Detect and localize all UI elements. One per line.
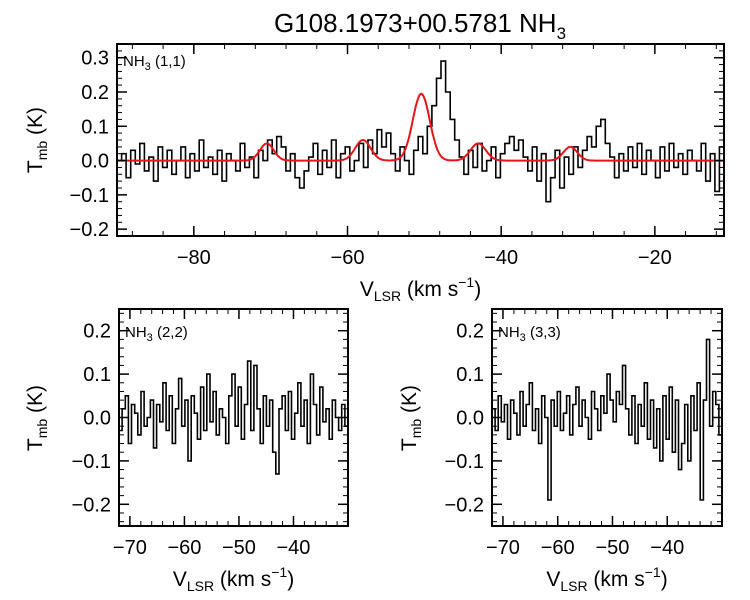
y-tick-label: 0.0 bbox=[83, 408, 111, 430]
spectrum-line bbox=[119, 360, 348, 475]
x-tick-label: −80 bbox=[177, 247, 211, 269]
spectrum-line bbox=[492, 338, 722, 501]
y-tick-label: −0.2 bbox=[445, 494, 484, 516]
figure-title: G108.1973+00.5781 NH3 bbox=[274, 8, 566, 43]
gaussian-fit-line bbox=[117, 92, 724, 162]
x-tick-label: −40 bbox=[277, 537, 311, 559]
y-tick-label: −0.1 bbox=[72, 451, 111, 473]
y-tick-label: 0.3 bbox=[81, 48, 109, 70]
x-tick-label: −40 bbox=[484, 247, 518, 269]
x-tick-label: −40 bbox=[650, 537, 684, 559]
y-tick-label: 0.2 bbox=[81, 82, 109, 104]
x-tick-label: −20 bbox=[638, 247, 672, 269]
y-tick-label: 0.0 bbox=[81, 151, 109, 173]
panel-nh3-22: −70 −60 −50 −40 −0.2 −0.1 0.0 0.1 0.2 NH3 (2,2) VL… bbox=[24, 308, 349, 594]
x-tick-label: −70 bbox=[486, 537, 520, 559]
panel-label: NH3 (2,2) bbox=[125, 324, 188, 344]
panel-label: NH3 (1,1) bbox=[123, 53, 186, 73]
y-axis-label: Tmb (K) bbox=[398, 385, 424, 451]
y-axis-label: Tmb (K) bbox=[24, 107, 50, 173]
x-tick-label: −60 bbox=[167, 537, 201, 559]
figure-title-subscript: 3 bbox=[557, 24, 566, 43]
x-tick-label: −60 bbox=[541, 537, 575, 559]
panel-nh3-33: −70 −60 −50 −40 −0.2 −0.1 0.0 0.1 0.2 NH3 (3,3) VL… bbox=[398, 308, 723, 594]
y-tick-label: 0.2 bbox=[83, 321, 111, 343]
spectrum-line bbox=[117, 60, 724, 203]
y-tick-label: −0.1 bbox=[70, 185, 109, 207]
y-tick-label: −0.1 bbox=[445, 451, 484, 473]
x-tick-label: −50 bbox=[596, 537, 630, 559]
y-tick-label: 0.2 bbox=[456, 321, 484, 343]
y-tick-label: −0.2 bbox=[70, 219, 109, 241]
x-tick-label: −50 bbox=[222, 537, 256, 559]
x-axis-label: VLSR (km s−1) bbox=[546, 564, 667, 594]
y-tick-label: 0.1 bbox=[81, 116, 109, 138]
y-axis-label: Tmb (K) bbox=[24, 385, 50, 451]
y-tick-label: 0.1 bbox=[83, 364, 111, 386]
x-axis-label: VLSR (km s−1) bbox=[360, 274, 481, 304]
plot-frame bbox=[116, 43, 725, 237]
x-tick-label: −60 bbox=[331, 247, 365, 269]
panel-label: NH3 (3,3) bbox=[498, 324, 561, 344]
x-tick-label: −70 bbox=[113, 537, 147, 559]
panel-nh3-11: −80 −60 −40 −20 −0.2 −0.1 0.0 0.1 0.2 0.3 NH3 (1,1… bbox=[24, 43, 725, 304]
y-tick-label: −0.2 bbox=[72, 494, 111, 516]
y-tick-label: 0.1 bbox=[456, 364, 484, 386]
y-tick-label: 0.0 bbox=[456, 408, 484, 430]
x-axis-label: VLSR (km s−1) bbox=[173, 564, 294, 594]
